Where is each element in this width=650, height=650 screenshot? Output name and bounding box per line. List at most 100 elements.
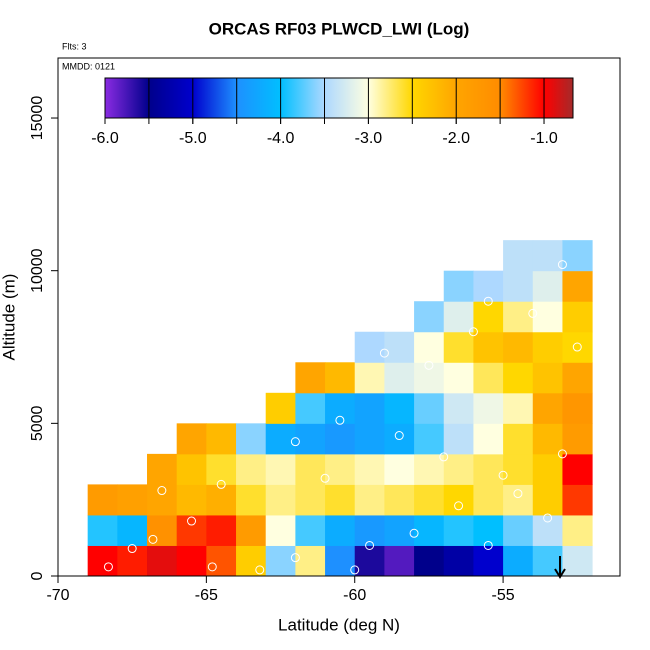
- cell: [532, 423, 563, 455]
- cell: [295, 362, 326, 394]
- cell: [532, 514, 563, 546]
- cell: [532, 484, 563, 516]
- colorbar-fill: [104, 77, 574, 119]
- cell: [206, 423, 237, 455]
- cell: [117, 514, 148, 546]
- axes: -70 -65 -60 -55 0 5000 10000 15000: [29, 96, 515, 605]
- cell: [473, 301, 504, 333]
- sample-point: [157, 486, 167, 496]
- cell: [354, 392, 385, 424]
- cell: [443, 301, 474, 333]
- cell: [384, 423, 415, 455]
- cell: [532, 331, 563, 363]
- points: [103, 260, 582, 575]
- sample-point: [103, 562, 113, 572]
- cell: [443, 423, 474, 455]
- cell: [236, 484, 267, 516]
- sample-point: [468, 327, 478, 337]
- sample-point: [557, 260, 567, 270]
- sample-point: [409, 528, 419, 538]
- sample-point: [187, 516, 197, 526]
- cell: [236, 423, 267, 455]
- cell: [473, 392, 504, 424]
- cell: [265, 514, 296, 546]
- cell: [414, 331, 445, 363]
- colorbar-tick-label: -6.0: [91, 130, 119, 147]
- cell: [236, 453, 267, 485]
- sample-point: [439, 452, 449, 462]
- sample-point: [290, 553, 300, 563]
- cell: [532, 270, 563, 302]
- cell: [384, 545, 415, 577]
- sample-point: [255, 565, 265, 575]
- cell: [532, 392, 563, 424]
- cell: [87, 484, 118, 516]
- note: Flts: 3: [62, 41, 87, 51]
- colorbar: -6.0 -5.0 -4.0 -3.0 -2.0 -1.0: [91, 77, 574, 147]
- cell: [562, 453, 593, 485]
- cell: [562, 240, 593, 272]
- cell: [295, 453, 326, 485]
- cell: [87, 514, 118, 546]
- arrow: [554, 556, 566, 579]
- cell: [503, 362, 534, 394]
- note: MMDD: 0121: [62, 61, 115, 71]
- cell: [354, 484, 385, 516]
- cell: [325, 423, 356, 455]
- y-axis-label: Altitude (m): [0, 274, 18, 361]
- cell: [176, 423, 207, 455]
- cell: [354, 362, 385, 394]
- sample-point: [379, 348, 389, 358]
- cell: [562, 514, 593, 546]
- cell: [384, 453, 415, 485]
- cell: [414, 362, 445, 394]
- colorbar-tick-label: -5.0: [179, 130, 207, 147]
- cell: [414, 453, 445, 485]
- sample-point: [572, 342, 582, 352]
- sample-point: [543, 513, 553, 523]
- cell: [176, 453, 207, 485]
- cell: [384, 484, 415, 516]
- cell: [562, 423, 593, 455]
- cell: [503, 301, 534, 333]
- cell: [443, 331, 474, 363]
- cell: [206, 514, 237, 546]
- colorbar-tick-label: -3.0: [355, 130, 383, 147]
- cell: [503, 484, 534, 516]
- cell: [562, 362, 593, 394]
- cell: [414, 545, 445, 577]
- cell: [325, 484, 356, 516]
- x-tick-label: -65: [195, 587, 218, 604]
- cell: [117, 484, 148, 516]
- cell: [443, 484, 474, 516]
- cell: [384, 331, 415, 363]
- cell: [295, 545, 326, 577]
- cell: [562, 545, 593, 577]
- cell: [503, 545, 534, 577]
- sample-point: [528, 308, 538, 318]
- cell: [265, 484, 296, 516]
- cell: [236, 514, 267, 546]
- cell: [414, 392, 445, 424]
- cell: [176, 545, 207, 577]
- cell: [443, 514, 474, 546]
- cell: [265, 545, 296, 577]
- sample-point: [454, 501, 464, 511]
- cell: [473, 514, 504, 546]
- cell: [503, 270, 534, 302]
- colorbar-tick-label: -2.0: [442, 130, 470, 147]
- sample-point: [513, 489, 523, 499]
- cell: [503, 423, 534, 455]
- cell: [532, 545, 563, 577]
- cell: [325, 514, 356, 546]
- cell: [236, 545, 267, 577]
- cell: [354, 331, 385, 363]
- cell: [325, 362, 356, 394]
- y-tick-label: 10000: [29, 248, 46, 293]
- cell: [562, 270, 593, 302]
- y-tick-label: 15000: [29, 96, 46, 141]
- cell: [473, 362, 504, 394]
- cell: [532, 240, 563, 272]
- sample-point: [335, 415, 345, 425]
